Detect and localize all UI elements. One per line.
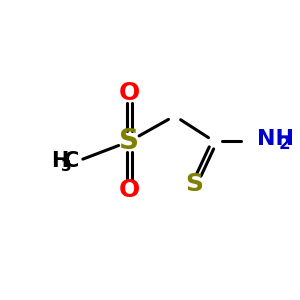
Text: S: S bbox=[119, 128, 139, 155]
Text: S: S bbox=[186, 172, 204, 196]
Text: C: C bbox=[64, 151, 80, 171]
Text: H: H bbox=[51, 151, 68, 171]
Text: O: O bbox=[118, 81, 140, 105]
Text: NH: NH bbox=[257, 129, 294, 148]
Text: 3: 3 bbox=[61, 159, 72, 174]
Text: O: O bbox=[118, 178, 140, 202]
Text: 2: 2 bbox=[278, 135, 290, 153]
